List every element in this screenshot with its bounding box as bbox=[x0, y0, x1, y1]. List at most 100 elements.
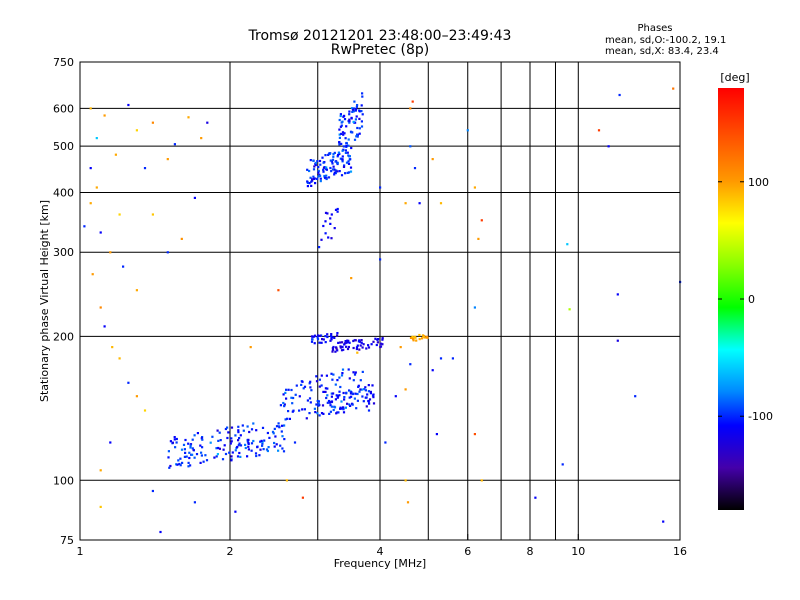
data-point bbox=[477, 237, 480, 240]
grid-lines bbox=[80, 62, 680, 540]
data-point bbox=[218, 431, 221, 434]
data-point bbox=[334, 350, 337, 353]
data-point bbox=[334, 208, 338, 211]
data-point bbox=[411, 337, 415, 340]
data-point bbox=[347, 162, 351, 165]
data-point bbox=[349, 404, 352, 407]
data-point bbox=[303, 408, 306, 411]
data-point bbox=[231, 451, 234, 454]
data-point bbox=[313, 334, 317, 337]
data-point bbox=[372, 396, 375, 399]
data-point bbox=[616, 339, 619, 342]
data-point bbox=[238, 437, 241, 440]
data-point bbox=[83, 225, 86, 228]
data-point bbox=[473, 306, 476, 309]
data-point bbox=[189, 464, 192, 467]
data-point bbox=[339, 345, 342, 348]
data-point bbox=[350, 277, 353, 280]
data-point bbox=[99, 505, 102, 508]
colorbar-tick-label: -100 bbox=[748, 410, 773, 423]
data-point bbox=[318, 385, 321, 388]
data-point bbox=[342, 408, 345, 411]
data-point bbox=[311, 335, 314, 338]
data-point bbox=[356, 351, 359, 354]
data-point bbox=[367, 399, 370, 403]
data-point bbox=[254, 452, 258, 455]
x-tick-label: 4 bbox=[377, 545, 384, 558]
data-point bbox=[355, 407, 358, 410]
data-point bbox=[249, 346, 252, 349]
data-point bbox=[324, 154, 327, 157]
data-point bbox=[380, 342, 383, 345]
data-point bbox=[347, 171, 351, 174]
data-point bbox=[344, 172, 347, 175]
data-point bbox=[339, 125, 342, 128]
data-point bbox=[404, 202, 407, 205]
data-point bbox=[368, 398, 372, 401]
colorbar-label: [deg] bbox=[720, 71, 749, 84]
data-point bbox=[354, 371, 357, 374]
data-point bbox=[151, 489, 154, 493]
data-point bbox=[168, 466, 171, 469]
data-point bbox=[305, 417, 308, 420]
data-point bbox=[230, 437, 233, 440]
data-point bbox=[356, 392, 359, 396]
data-point bbox=[261, 444, 264, 447]
data-point bbox=[335, 412, 338, 415]
data-point bbox=[367, 390, 370, 393]
y-tick-label: 75 bbox=[60, 534, 74, 547]
data-point bbox=[340, 142, 343, 145]
data-point bbox=[331, 336, 334, 339]
data-point bbox=[283, 405, 286, 408]
data-point bbox=[313, 407, 316, 410]
data-point bbox=[237, 444, 240, 447]
data-point bbox=[409, 363, 412, 366]
data-point bbox=[275, 443, 278, 446]
data-point bbox=[321, 338, 324, 341]
data-point bbox=[365, 405, 368, 408]
data-point bbox=[89, 202, 92, 205]
data-point bbox=[200, 137, 203, 140]
data-point bbox=[348, 121, 351, 124]
data-point bbox=[330, 170, 333, 173]
data-point bbox=[311, 338, 314, 341]
data-point bbox=[167, 450, 170, 453]
data-point bbox=[176, 463, 179, 466]
data-point bbox=[259, 440, 262, 443]
data-point bbox=[195, 453, 199, 456]
x-tick-label: 10 bbox=[571, 545, 585, 558]
data-point bbox=[364, 389, 367, 392]
data-point bbox=[350, 116, 353, 119]
data-point bbox=[322, 412, 325, 415]
data-point bbox=[318, 414, 321, 417]
data-point bbox=[347, 345, 350, 349]
data-point bbox=[230, 455, 233, 458]
data-point bbox=[91, 273, 94, 276]
data-point bbox=[336, 161, 339, 164]
data-point bbox=[566, 243, 569, 246]
data-point bbox=[313, 342, 316, 345]
data-point bbox=[221, 458, 225, 461]
data-point bbox=[330, 333, 333, 336]
data-point bbox=[255, 429, 258, 432]
data-point bbox=[351, 403, 354, 406]
data-point bbox=[480, 219, 483, 222]
data-point bbox=[344, 342, 347, 345]
data-point bbox=[169, 464, 172, 468]
data-point bbox=[204, 454, 207, 457]
data-point bbox=[291, 410, 294, 413]
data-point bbox=[346, 339, 349, 342]
data-point bbox=[372, 402, 376, 405]
data-point bbox=[118, 213, 121, 216]
data-point bbox=[283, 438, 286, 441]
data-point bbox=[196, 432, 199, 435]
data-point bbox=[324, 232, 327, 235]
data-point bbox=[379, 186, 382, 189]
data-point bbox=[329, 159, 332, 162]
data-point bbox=[317, 334, 320, 337]
data-point bbox=[634, 395, 637, 398]
data-point bbox=[348, 403, 351, 406]
data-point bbox=[333, 173, 336, 176]
data-point bbox=[361, 113, 364, 116]
data-point bbox=[355, 346, 359, 349]
